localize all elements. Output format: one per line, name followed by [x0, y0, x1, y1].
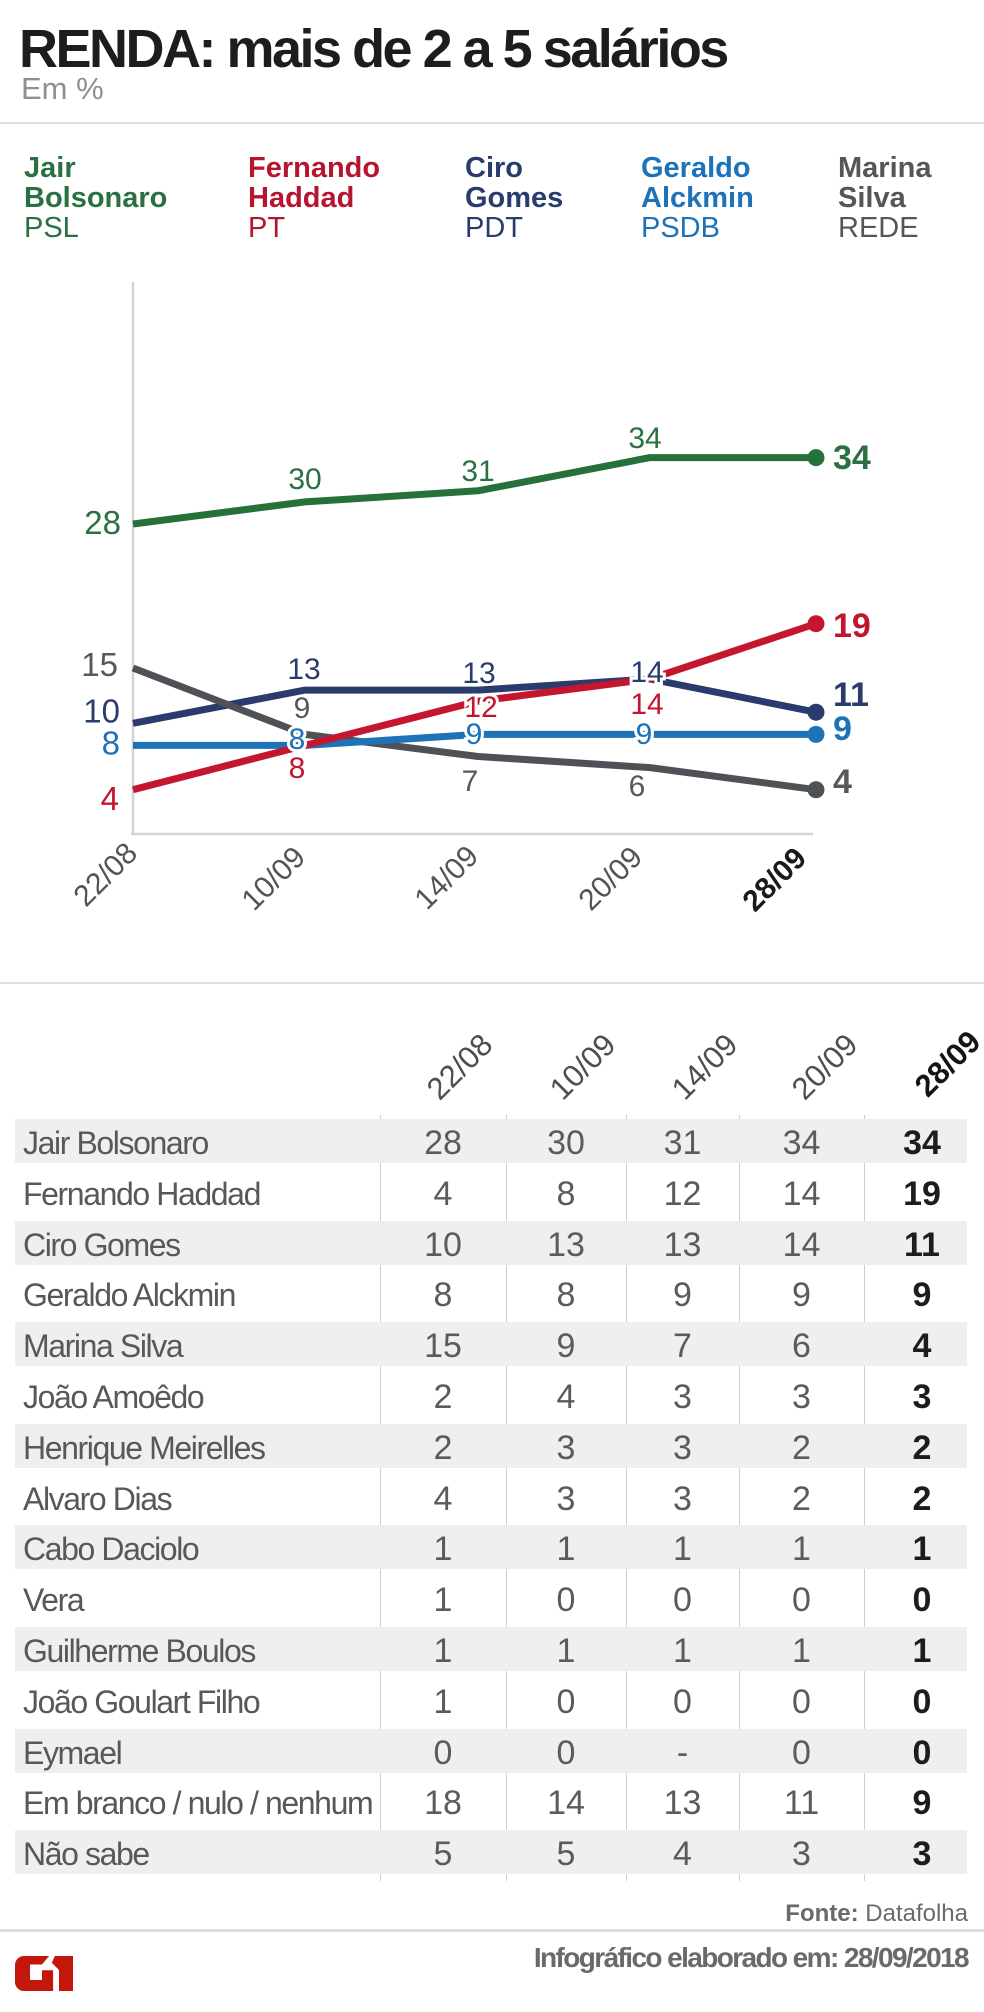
svg-text:14: 14 — [630, 656, 663, 689]
svg-text:28: 28 — [84, 504, 121, 541]
svg-text:28/09: 28/09 — [737, 842, 813, 918]
svg-text:15: 15 — [81, 646, 118, 683]
svg-text:20/09: 20/09 — [785, 1027, 865, 1107]
svg-text:9: 9 — [466, 718, 483, 751]
svg-text:9: 9 — [833, 710, 852, 748]
svg-text:7: 7 — [462, 765, 479, 798]
svg-text:8: 8 — [289, 723, 306, 756]
svg-text:34: 34 — [628, 422, 661, 455]
svg-text:19: 19 — [833, 607, 871, 645]
svg-text:12: 12 — [464, 691, 497, 724]
svg-text:14/09: 14/09 — [665, 1027, 745, 1107]
svg-text:14: 14 — [630, 688, 663, 721]
svg-text:13: 13 — [287, 653, 320, 686]
svg-text:20/09: 20/09 — [573, 841, 649, 917]
svg-text:8: 8 — [289, 752, 306, 785]
svg-text:9: 9 — [636, 718, 653, 751]
svg-text:10/09: 10/09 — [543, 1027, 623, 1107]
svg-text:10/09: 10/09 — [236, 841, 312, 917]
svg-text:6: 6 — [629, 770, 646, 803]
svg-text:8: 8 — [102, 724, 120, 761]
svg-text:10: 10 — [83, 692, 120, 729]
svg-text:22/08: 22/08 — [68, 837, 144, 913]
svg-text:11: 11 — [833, 676, 869, 714]
svg-text:22/08: 22/08 — [420, 1027, 500, 1107]
svg-text:34: 34 — [833, 439, 871, 477]
svg-text:28/09: 28/09 — [908, 1024, 984, 1104]
svg-text:4: 4 — [101, 780, 119, 817]
svg-text:13: 13 — [462, 657, 495, 690]
svg-text:4: 4 — [833, 763, 852, 801]
svg-text:9: 9 — [294, 692, 311, 725]
svg-text:30: 30 — [288, 463, 321, 496]
svg-text:14/09: 14/09 — [409, 840, 485, 916]
svg-text:31: 31 — [461, 455, 494, 488]
